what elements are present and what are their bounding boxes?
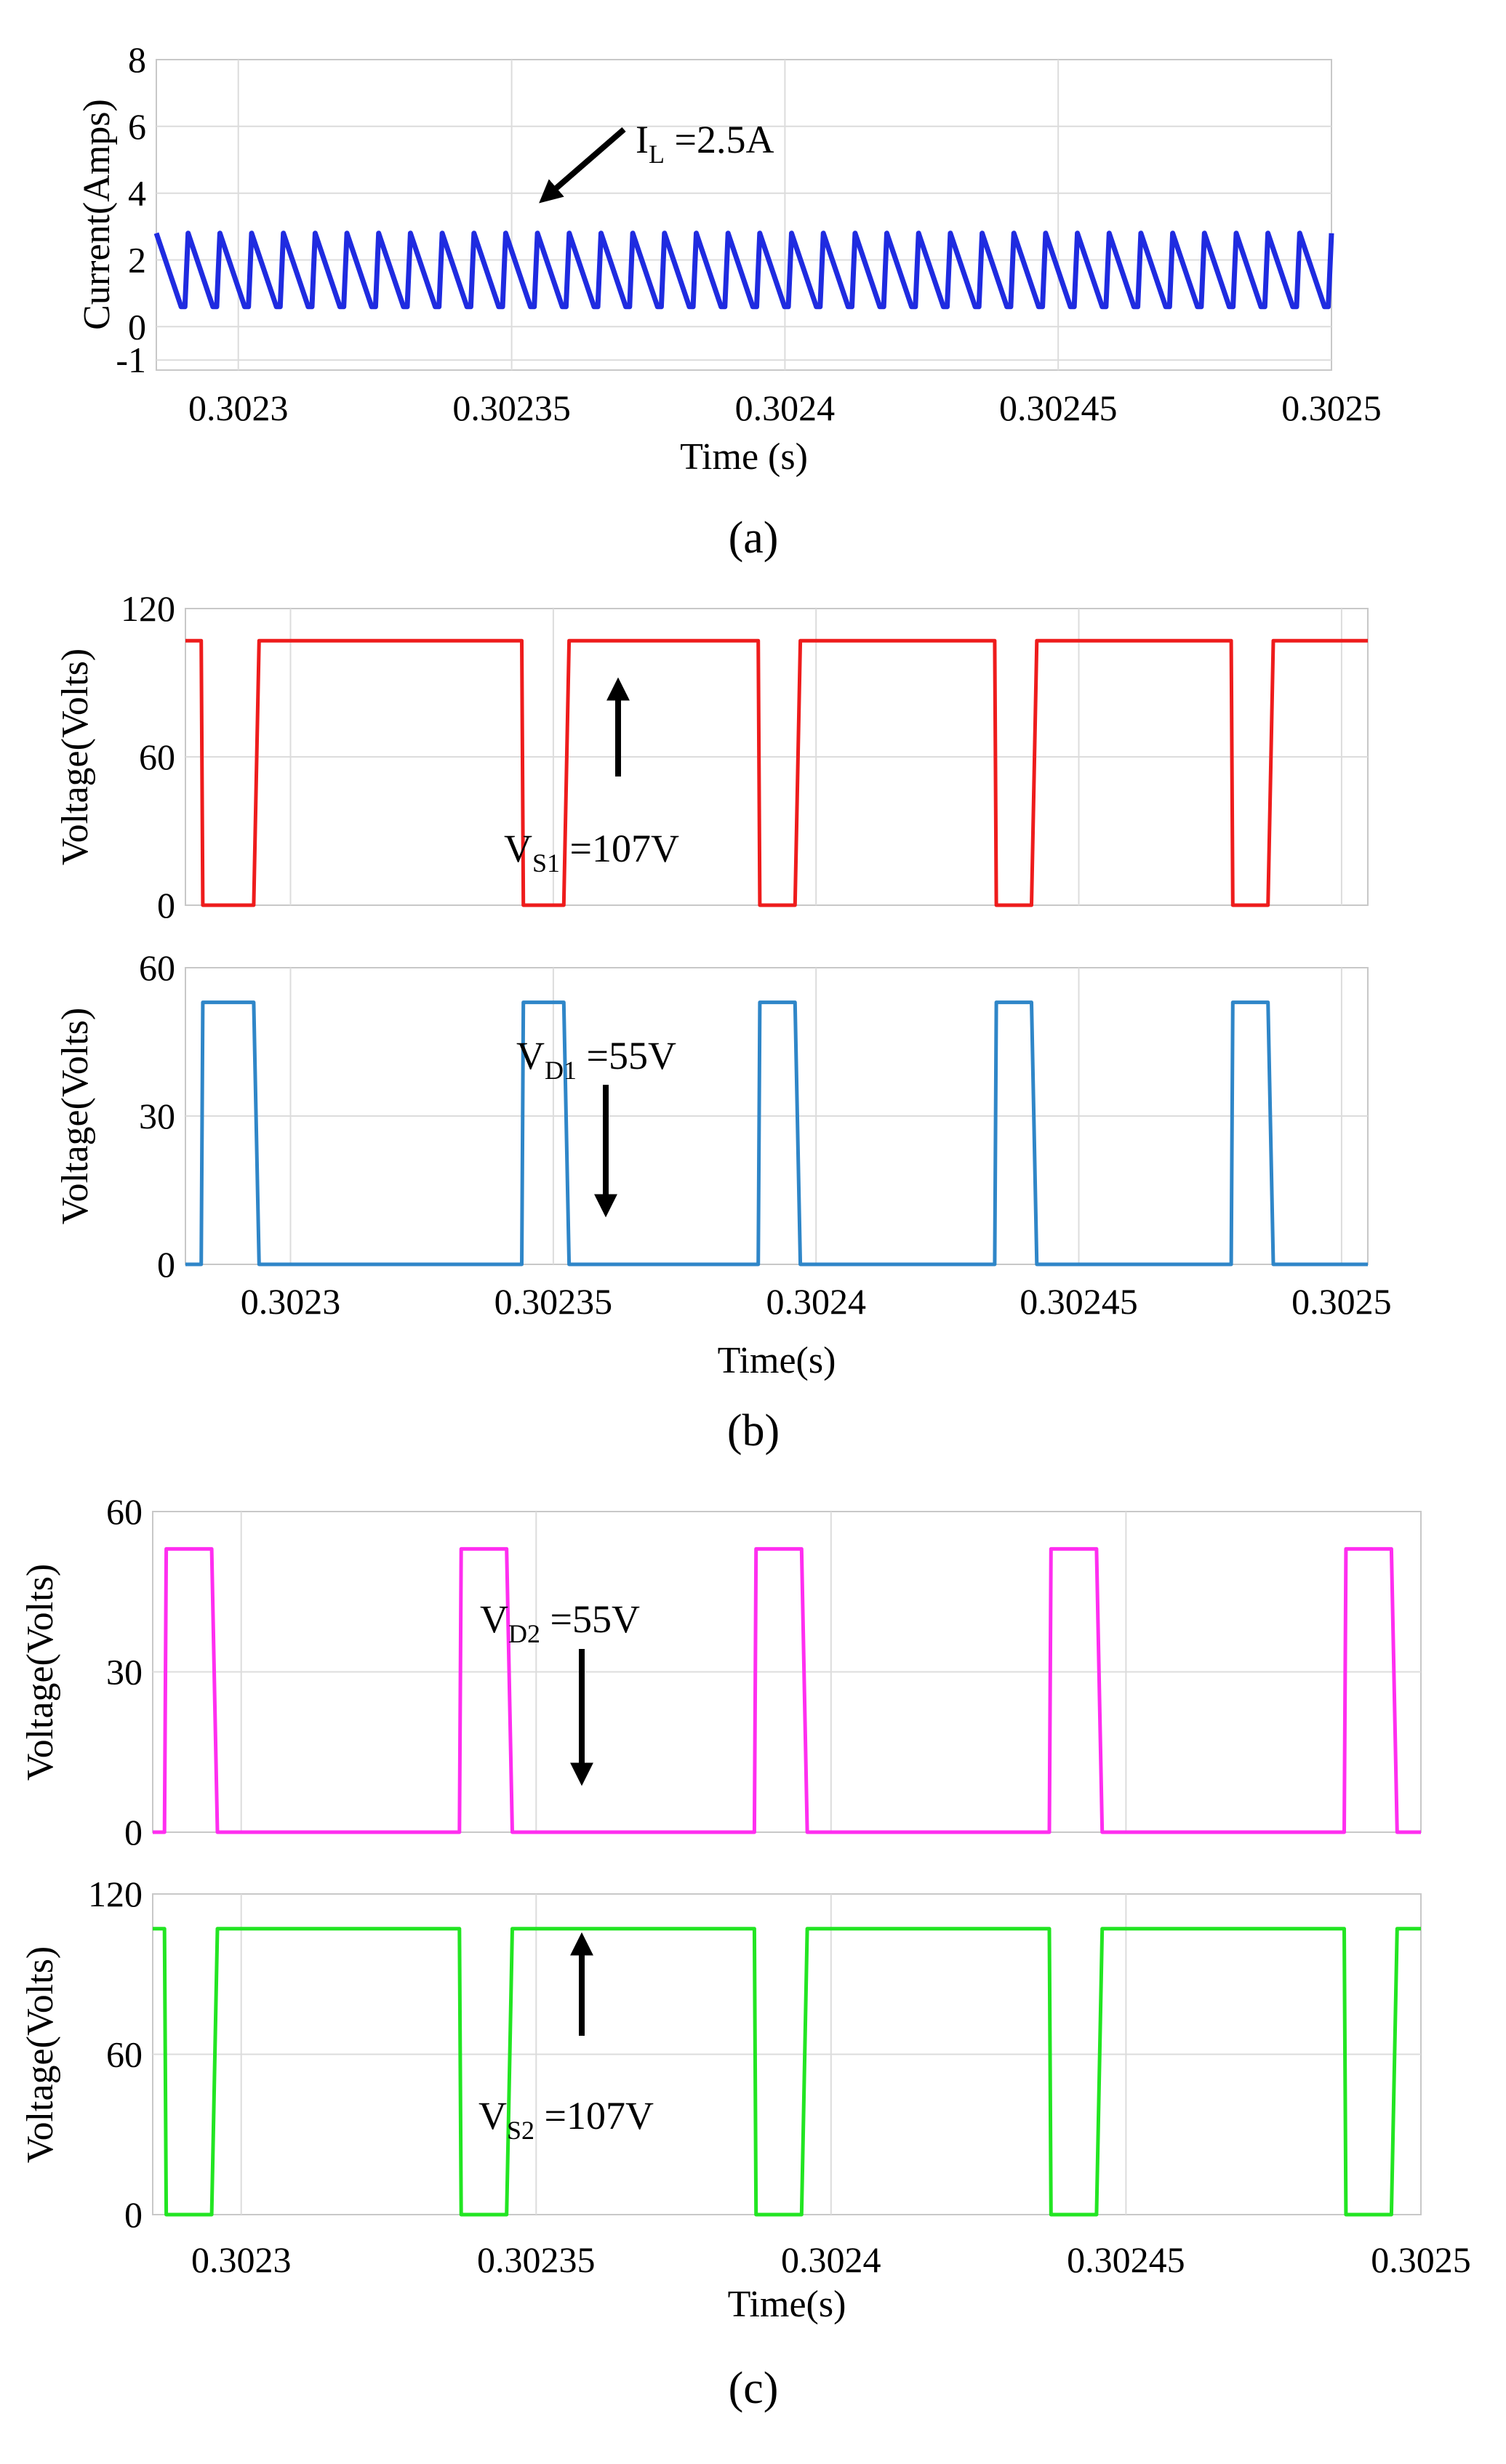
vs1-annotation-rest: =107V (560, 827, 679, 870)
ytick-label: 60 (106, 2034, 143, 2075)
xtick-label: 0.30245 (999, 388, 1118, 428)
panel-c-bottom-ytick-labels: 0 60 120 (88, 1874, 143, 2235)
ytick-label: 120 (121, 588, 175, 629)
panel-b-top-grid (185, 609, 1368, 905)
il-annotation-arrow (539, 127, 626, 204)
series-line-vd1 (185, 1000, 1368, 1267)
panel-a-grid (156, 60, 1331, 370)
panel-a: -10 2 4 6 8 0.3023 0.30235 0.3024 0.30245 0.3025… (76, 39, 1382, 563)
vd2-annotation-subscript: D2 (508, 1619, 540, 1648)
panel-c-caption: (c) (729, 2364, 779, 2413)
xtick-label: 0.3024 (781, 2239, 881, 2280)
panel-b-top-ylabel: Voltage(Volts) (55, 649, 96, 866)
xtick-label: 0.30235 (452, 388, 571, 428)
panel-c-bottom-grid (153, 1894, 1421, 2215)
xtick-label: 0.30245 (1067, 2239, 1185, 2280)
vs2-annotation-label: VS2 =107V (478, 2094, 654, 2145)
panel-a-ylabel: Current(Amps) (76, 99, 118, 330)
xtick-label: 0.3023 (191, 2239, 292, 2280)
xtick-label: 0.3023 (241, 1281, 341, 1322)
vs1-annotation-base: V (504, 827, 532, 870)
panel-c-bottom-ylabel: Voltage(Volts) (20, 1946, 61, 2164)
panel-b-bottom-ytick-labels: 0 30 60 (139, 947, 175, 1285)
vd1-annotation-subscript: D1 (545, 1056, 577, 1085)
panel-c-top-ylabel: Voltage(Volts) (20, 1564, 61, 1781)
vd1-annotation-rest: =55V (577, 1034, 676, 1078)
ytick-label: 4 (128, 173, 146, 214)
panel-a-caption: (a) (729, 513, 779, 563)
vd2-annotation-rest: =55V (540, 1597, 640, 1641)
series-line-vs1 (185, 638, 1368, 907)
xtick-label: 0.3024 (735, 388, 836, 428)
il-annotation-subscript: L (649, 140, 665, 169)
panel-b-bottom-xtick-labels: 0.3023 0.30235 0.3024 0.30245 0.3025 (241, 1281, 1392, 1322)
ytick-label: 0 (124, 1812, 143, 1853)
il-annotation-base: I (636, 118, 649, 161)
vd1-annotation-label: VD1 =55V (516, 1034, 676, 1085)
xtick-label: 0.30245 (1020, 1281, 1138, 1322)
panel-b-top-ytick-labels: 0 60 120 (121, 588, 175, 926)
ytick-label: -1 (116, 340, 146, 380)
panel-a-xtick-labels: 0.3023 0.30235 0.3024 0.30245 0.3025 (188, 388, 1382, 428)
vs1-annotation-subscript: S1 (532, 848, 560, 878)
vd1-annotation-base: V (516, 1034, 545, 1078)
xtick-label: 0.3023 (188, 388, 289, 428)
ytick-label: 120 (88, 1874, 143, 1914)
vs1-annotation: VS1 =107V (504, 677, 679, 878)
xtick-label: 0.3025 (1291, 1281, 1392, 1322)
vd2-annotation-base: V (480, 1597, 508, 1641)
xtick-label: 0.3024 (766, 1281, 866, 1322)
panel-c-top-ytick-labels: 0 30 60 (106, 1491, 143, 1853)
panel-c-bottom-series (153, 1927, 1421, 2217)
ytick-label: 8 (128, 39, 146, 80)
ytick-label: 2 (128, 240, 146, 281)
vs2-annotation-base: V (478, 2094, 507, 2138)
vd2-annotation-label: VD2 =55V (480, 1597, 640, 1648)
ytick-label: 0 (157, 1244, 175, 1285)
ytick-label: 60 (139, 737, 175, 777)
series-line-il (153, 230, 1334, 310)
panel-a-series (153, 230, 1334, 310)
panel-a-plot-frame (156, 59, 1332, 371)
panel-a-ytick-labels: -10 2 4 6 8 (116, 39, 146, 380)
vs1-annotation-label: VS1 =107V (504, 827, 679, 878)
panel-b-top-series (185, 638, 1368, 907)
ytick-label: 60 (139, 947, 175, 988)
ytick-label: 0 (128, 306, 146, 347)
ytick-label: 6 (128, 106, 146, 147)
vd2-annotation: VD2 =55V (480, 1597, 640, 1786)
ytick-label: 0 (157, 885, 175, 926)
vs2-annotation: VS2 =107V (478, 1932, 654, 2145)
panel-a-xlabel: Time (s) (680, 436, 808, 478)
xtick-label: 0.30235 (494, 1281, 613, 1322)
panel-c-top-grid (153, 1512, 1421, 1832)
xtick-label: 0.30235 (477, 2239, 596, 2280)
ytick-label: 60 (106, 1491, 143, 1532)
panel-b-bottom-grid (185, 968, 1368, 1264)
panel-b-caption: (b) (727, 1406, 780, 1456)
series-line-vs2 (153, 1927, 1421, 2217)
panel-b-bottom-ylabel: Voltage(Volts) (55, 1008, 96, 1225)
panel-c-bottom-xlabel: Time(s) (728, 2284, 846, 2325)
panel-c-bottom-xtick-labels: 0.3023 0.30235 0.3024 0.30245 0.3025 (191, 2239, 1471, 2280)
ytick-label: 30 (106, 1652, 143, 1693)
panel-b-bottom-xlabel: Time(s) (718, 1340, 836, 1381)
il-annotation-rest: =2.5A (665, 118, 774, 161)
ytick-label: 0 (124, 2194, 143, 2235)
series-line-vd2 (153, 1546, 1421, 1834)
vs2-annotation-rest: =107V (534, 2094, 654, 2138)
xtick-label: 0.3025 (1371, 2239, 1471, 2280)
il-annotation-label: IL =2.5A (636, 118, 774, 169)
vs2-annotation-subscript: S2 (507, 2116, 534, 2145)
ytick-label: 30 (139, 1096, 175, 1136)
panel-c-top-series (153, 1546, 1421, 1834)
panel-b-bottom-series (185, 1000, 1368, 1267)
panel-a-annotation: IL =2.5A (539, 118, 774, 204)
vd1-annotation: VD1 =55V (516, 1034, 676, 1218)
xtick-label: 0.3025 (1281, 388, 1382, 428)
